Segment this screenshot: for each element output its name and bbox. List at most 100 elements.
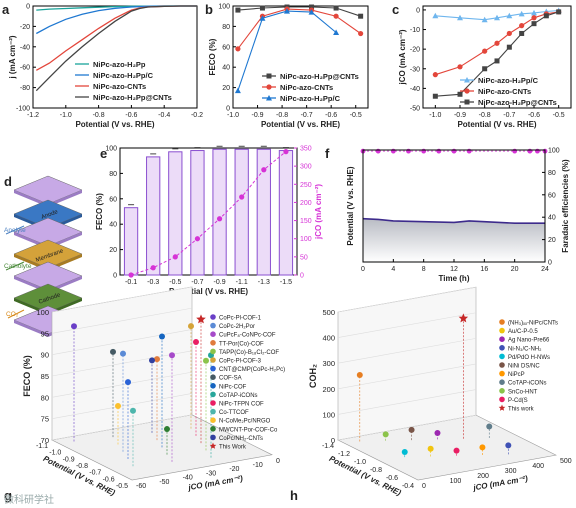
data-point (120, 350, 126, 357)
panel-e: -0.1 -0.3 -0.5 -0.7 -0.9 -1.1 -1.3 -1.5 0 20 40 60 8… (95, 146, 323, 297)
data-point (457, 91, 463, 97)
legend-marker (499, 319, 505, 325)
legend-marker (499, 388, 505, 394)
this-work-star (196, 314, 206, 324)
x-tick-label: -0.5 (116, 483, 128, 490)
legend-marker (210, 400, 216, 406)
grid-line (51, 307, 193, 334)
grid-line (51, 371, 193, 398)
x-tick-label: -0.4 (402, 483, 414, 490)
data-point (235, 46, 241, 52)
plot-frame (119, 147, 298, 276)
legend-entry: NiPc-azo-CNTs (478, 87, 531, 96)
grid-line (337, 389, 477, 415)
co2-label: CO₂ (6, 311, 19, 318)
data-point (481, 16, 488, 23)
y-tick-label: 40 (109, 222, 117, 229)
y2-tick-label: 100 (300, 236, 312, 243)
y-tick-label: 75 (41, 415, 49, 424)
y-axis-label: COH₂ (308, 364, 318, 388)
y2-tick-label: 0 (548, 260, 552, 267)
y-tick-label: -20 (20, 24, 30, 31)
x-tick-label: 0 (361, 266, 365, 273)
jco-point (128, 272, 134, 278)
legend-entry: NiPcP (508, 372, 525, 378)
y2-tick-label: 250 (300, 182, 312, 189)
panel-letter-g: g (4, 488, 12, 503)
x-tick-label: -0.9 (252, 112, 264, 119)
y-tick-label: 100 (322, 410, 335, 419)
x-tick-label: -1.2 (27, 112, 39, 119)
data-point (519, 30, 525, 36)
panel-letter-d: d (4, 174, 12, 189)
y-tick-label: -80 (20, 85, 30, 92)
catholyte-label: Catholyte (4, 263, 32, 270)
x-tick-label: -1.4 (322, 443, 334, 450)
x-tick-label: -0.7 (191, 279, 203, 286)
data-point (356, 371, 363, 378)
y-tick-label: 40 (222, 65, 230, 72)
bar (212, 148, 227, 276)
back-wall (337, 286, 477, 441)
legend-entry: TAPP(Co)-B₁₈Cl₂-COF (219, 350, 279, 356)
legend-marker (499, 327, 505, 334)
legend-entry: NiPc-azo-CNTs (93, 82, 146, 91)
z-tick-label: 400 (532, 463, 544, 470)
x-tick-label: -0.9 (454, 112, 466, 119)
x-tick-label: -0.9 (214, 279, 226, 286)
y-tick-label: 85 (41, 372, 49, 381)
y-tick-label: -60 (20, 65, 30, 72)
y-tick-label: 80 (222, 24, 230, 31)
z-tick-label: 300 (505, 468, 517, 475)
x-tick-label: -1.0 (60, 112, 72, 119)
data-point (358, 13, 364, 19)
series-line (237, 6, 361, 17)
legend-entry: NiPc-azo-H₂Pp@CNTs (280, 72, 359, 81)
legend-marker (499, 362, 505, 368)
x-tick-label: -0.5 (169, 279, 181, 286)
x-tick-label: 16 (480, 266, 488, 273)
data-point (408, 426, 415, 433)
legend-marker (210, 408, 216, 415)
data-point (188, 323, 194, 330)
data-point (494, 58, 500, 64)
data-point (494, 40, 500, 46)
x-tick-label: -1.2 (338, 451, 350, 458)
x-tick-label: -0.8 (276, 112, 288, 119)
y-tick-label: 100 (218, 4, 230, 11)
plot-frame (232, 5, 369, 109)
legend-entry: SnCo-HNT (508, 389, 538, 395)
data-point (235, 7, 241, 13)
data-point (125, 379, 131, 386)
data-point (506, 44, 512, 50)
legend-marker (499, 370, 505, 377)
legend-marker (499, 353, 505, 360)
z-tick-label: -50 (159, 479, 169, 486)
x-tick-label: -0.7 (503, 112, 515, 119)
data-point (531, 21, 537, 27)
data-point (382, 431, 389, 438)
legend-marker (210, 374, 216, 381)
legend-entry: NiPc-azo-H₂Pp/C (280, 94, 341, 103)
y-tick-label: -50 (410, 106, 420, 113)
z-tick-label: 500 (560, 458, 572, 465)
x-tick-label: -0.6 (103, 476, 115, 483)
bar (278, 150, 294, 276)
this-work-star (458, 313, 469, 323)
x-tick-label: -0.4 (158, 112, 170, 119)
legend-entry: MWCNT-Por-COF-Co (219, 427, 278, 433)
panel-b: -1.0 -0.9 -0.8 -0.7 -0.6 -0.5 0 20 40 60 80 100 Pote… (205, 2, 369, 129)
data-point (519, 23, 525, 29)
jco-point (283, 149, 289, 155)
y-tick-label: -100 (16, 106, 30, 113)
data-point (159, 333, 165, 340)
flow-arrow (5, 225, 25, 235)
x-axis-label: Potential (V vs. RHE) (75, 120, 154, 129)
y2-tick-label: 20 (548, 237, 556, 244)
grid-line (337, 338, 477, 364)
legend-entry: CoPc/NH₂-CNTs (219, 436, 263, 442)
panel-letter-c: c (392, 2, 399, 17)
panel-letter-f: f (325, 146, 330, 161)
potential-line (362, 217, 545, 224)
